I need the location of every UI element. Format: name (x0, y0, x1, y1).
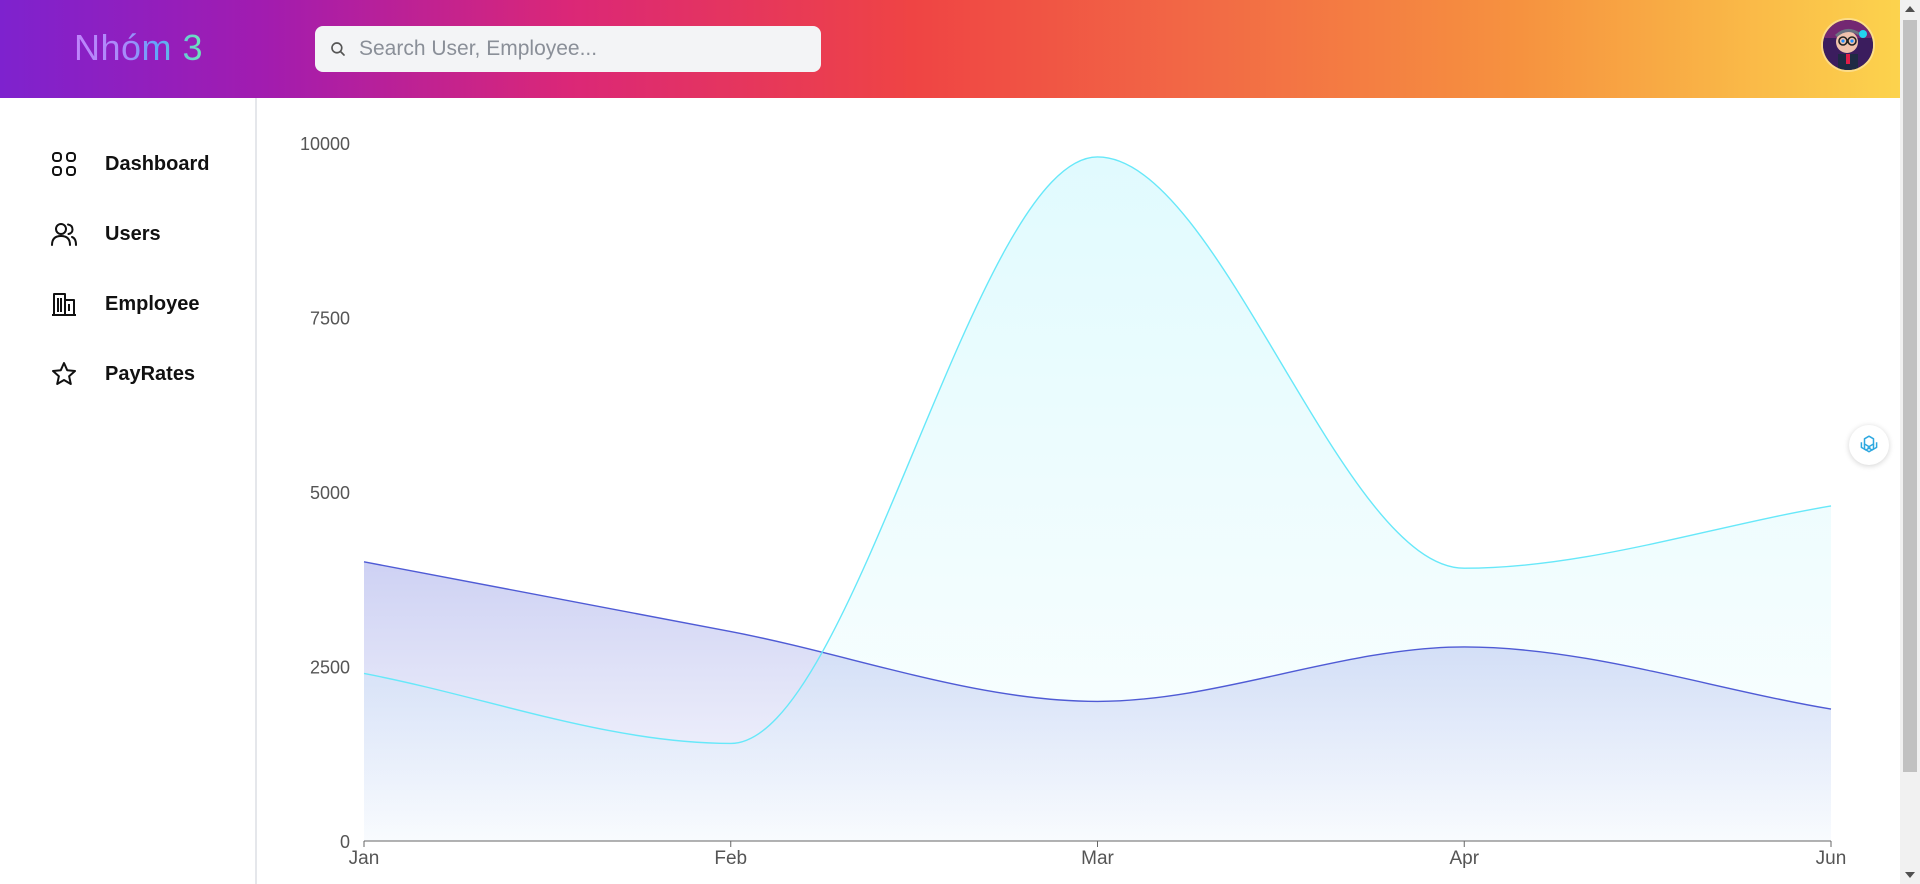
series-0-line[interactable] (363, 561, 1832, 710)
area-chart: Jan Feb Mar Apr Jun 0 2500 5000 7500 10000 (259, 98, 1899, 884)
y-tick-label: 7500 (310, 309, 350, 329)
y-tick-label: 10000 (300, 134, 350, 154)
x-tick-label: Jun (1816, 848, 1847, 869)
sidebar-item-users[interactable]: Users (48, 214, 248, 254)
avatar-image (1823, 20, 1873, 70)
app-logo[interactable]: Nhóm 3 (74, 27, 204, 68)
scroll-down-arrow-icon[interactable] (1900, 866, 1920, 884)
sidebar-item-employee[interactable]: Employee (48, 284, 248, 324)
top-header: Nhóm 3 (0, 0, 1900, 98)
sidebar: Dashboard Users Employee PayRates (0, 98, 257, 884)
x-tick-label: Mar (1081, 848, 1114, 869)
building-icon (48, 288, 80, 320)
star-icon (48, 358, 80, 390)
y-tick-label: 0 (340, 832, 350, 852)
y-tick-label: 5000 (310, 483, 350, 503)
assistant-button[interactable] (1849, 425, 1889, 465)
scrollbar-thumb[interactable] (1903, 20, 1917, 772)
x-tick-label: Jan (349, 848, 380, 869)
sidebar-item-label: Employee (105, 292, 200, 315)
user-avatar[interactable] (1823, 20, 1873, 70)
series-1-line[interactable] (363, 156, 1832, 745)
series-1-area (364, 156, 1831, 842)
scroll-up-arrow-icon[interactable] (1900, 0, 1920, 18)
search-input[interactable] (357, 36, 801, 62)
sidebar-item-payrates[interactable]: PayRates (48, 354, 248, 394)
sidebar-item-label: Dashboard (105, 152, 210, 175)
vertical-scrollbar[interactable] (1900, 0, 1920, 884)
grid-icon (48, 148, 80, 180)
x-tick-label: Apr (1449, 848, 1479, 869)
sidebar-item-label: PayRates (105, 362, 196, 385)
sidebar-item-dashboard[interactable]: Dashboard (48, 144, 248, 184)
sidebar-item-label: Users (105, 222, 161, 245)
x-tick-label: Feb (714, 848, 747, 869)
chart-svg: Jan Feb Mar Apr Jun 0 2500 5000 7500 10000 (300, 134, 1847, 869)
search-box[interactable] (315, 26, 821, 72)
openai-icon (1860, 435, 1878, 453)
users-icon (48, 218, 80, 250)
y-tick-label: 2500 (310, 658, 350, 678)
search-icon (331, 42, 345, 56)
